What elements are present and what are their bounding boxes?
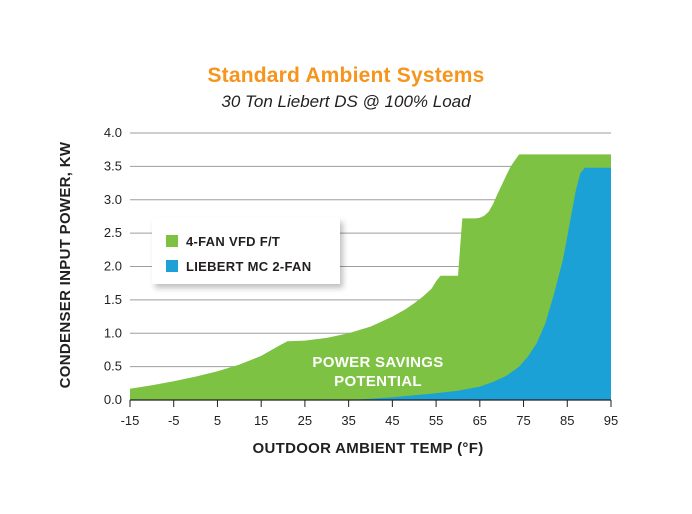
- y-tick-label: 0.5: [104, 359, 122, 374]
- x-tick-label: 55: [429, 413, 443, 428]
- legend-swatch-blue: [166, 260, 178, 272]
- y-tick-label: 4.0: [104, 125, 122, 140]
- x-tick-label: 15: [254, 413, 268, 428]
- legend-swatch-green: [166, 235, 178, 247]
- plot-areas: [130, 154, 611, 400]
- x-axis-label: OUTDOOR AMBIENT TEMP (°F): [253, 440, 484, 457]
- x-tick-label: 95: [604, 413, 618, 428]
- legend: 4-FAN VFD F/T LIEBERT MC 2-FAN: [152, 218, 340, 284]
- x-tick-label: 85: [560, 413, 574, 428]
- y-tick-label: 1.0: [104, 325, 122, 340]
- x-tick-label: 75: [516, 413, 530, 428]
- legend-box: [152, 218, 340, 284]
- x-tick-label: 5: [214, 413, 221, 428]
- y-tick-label: 3.0: [104, 192, 122, 207]
- y-tick-label: 3.5: [104, 158, 122, 173]
- annotation-line-2: POTENTIAL: [334, 373, 422, 390]
- y-tick-label: 2.0: [104, 259, 122, 274]
- x-tick-label: 35: [341, 413, 355, 428]
- y-tick-label: 0.0: [104, 392, 122, 407]
- y-tick-label: 1.5: [104, 292, 122, 307]
- axes: 0.0 0.5 1.0 1.5 2.0 2.5 3.0 3.5 4.0 -15 -5 5 15 25 35 4…: [104, 125, 618, 428]
- x-tick-label: 45: [385, 413, 399, 428]
- y-tick-label: 2.5: [104, 225, 122, 240]
- x-tick-label: 25: [298, 413, 312, 428]
- chart-subtitle: 30 Ton Liebert DS @ 100% Load: [221, 92, 471, 111]
- area-series-4-fan-vfd: [130, 154, 611, 400]
- x-tick-label: -5: [168, 413, 180, 428]
- x-tick-label: -15: [121, 413, 140, 428]
- legend-label-4-fan: 4-FAN VFD F/T: [186, 234, 280, 249]
- area-series-liebert-mc-2-fan: [348, 167, 611, 400]
- y-axis-label: CONDENSER INPUT POWER, KW: [57, 141, 74, 388]
- annotation-line-1: POWER SAVINGS: [312, 354, 443, 371]
- legend-label-liebert-mc: LIEBERT MC 2-FAN: [186, 259, 311, 274]
- chart-title: Standard Ambient Systems: [207, 64, 485, 87]
- x-tick-label: 65: [473, 413, 487, 428]
